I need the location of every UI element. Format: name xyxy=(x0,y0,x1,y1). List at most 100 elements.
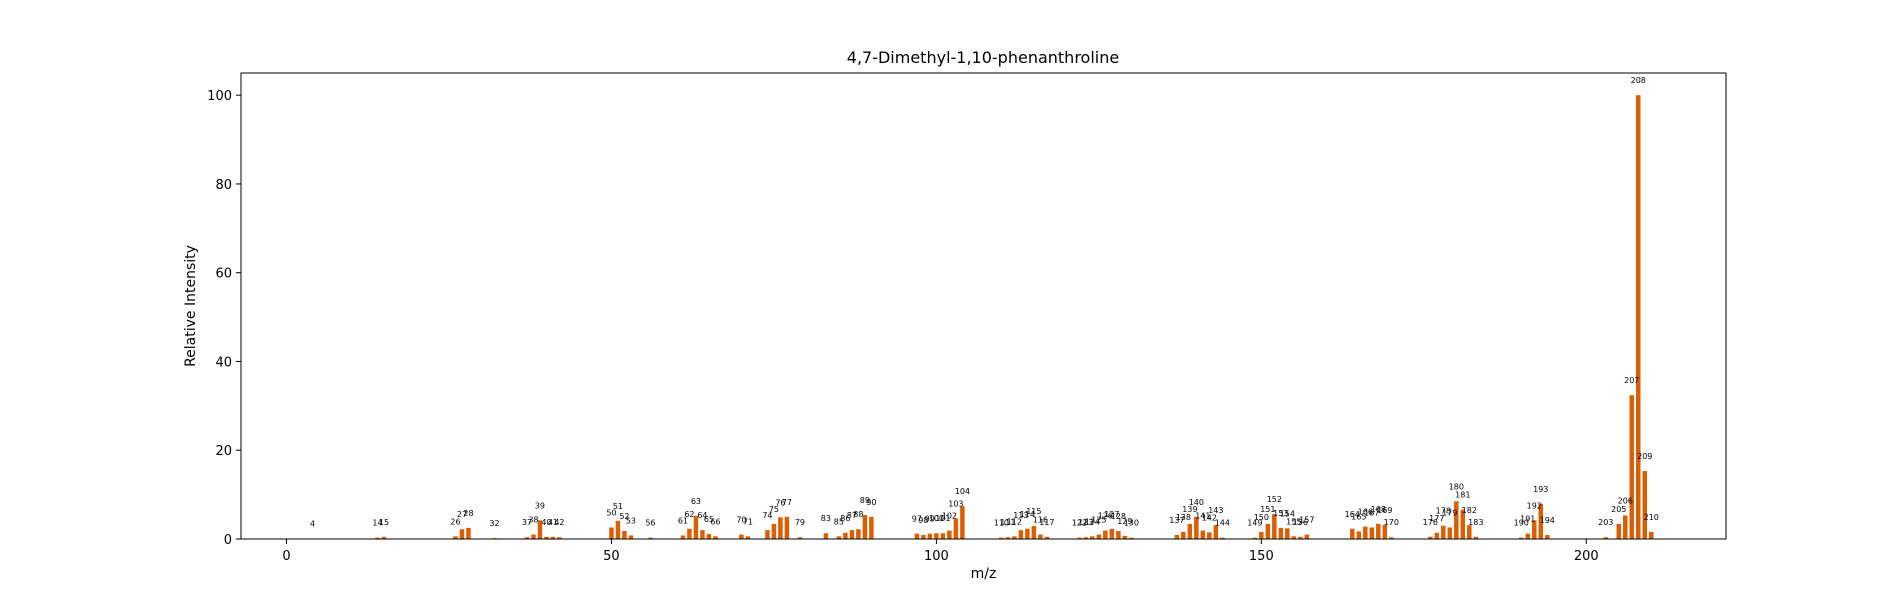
peak-label: 154 xyxy=(1280,509,1295,518)
peak-label: 190 xyxy=(1514,519,1529,528)
peak-bar xyxy=(1278,527,1284,539)
peak-bar xyxy=(706,534,712,539)
peak-label: 97 xyxy=(912,515,922,524)
peak-label: 181 xyxy=(1455,491,1470,500)
peak-bar xyxy=(453,536,458,539)
peak-bar xyxy=(1454,501,1459,539)
peak-bar xyxy=(1259,531,1264,539)
peak-label: 151 xyxy=(1260,505,1275,514)
peak-label: 111 xyxy=(1000,518,1015,527)
peak-label: 150 xyxy=(1254,513,1269,522)
peak-bar xyxy=(1181,531,1186,539)
peak-label: 178 xyxy=(1436,507,1451,516)
peak-bar xyxy=(1616,523,1622,539)
peak-label: 176 xyxy=(1423,518,1438,527)
peak-bar xyxy=(459,529,465,539)
peak-bar xyxy=(1025,528,1030,539)
peak-bar xyxy=(1207,532,1212,539)
peak-label: 169 xyxy=(1377,506,1392,515)
peak-label: 15 xyxy=(379,518,389,527)
peak-bar xyxy=(1122,535,1128,539)
bars-layer xyxy=(310,95,1654,539)
peak-label: 167 xyxy=(1364,508,1379,517)
peak-bar xyxy=(700,530,705,539)
peak-bar xyxy=(1519,537,1524,539)
peak-label: 166 xyxy=(1358,508,1373,517)
peak-label: 99 xyxy=(925,515,935,524)
peak-label: 144 xyxy=(1215,519,1230,528)
peak-bar xyxy=(940,533,946,539)
peak-label: 74 xyxy=(762,511,772,520)
peak-bar xyxy=(1642,471,1648,539)
peak-bar xyxy=(849,530,855,539)
peak-bar xyxy=(1018,530,1024,539)
peak-bar xyxy=(1467,525,1472,539)
peak-bar xyxy=(687,528,692,539)
peak-bar xyxy=(693,515,699,539)
peak-label: 100 xyxy=(929,514,944,523)
peak-label: 110 xyxy=(994,519,1009,528)
peak-label: 155 xyxy=(1286,517,1301,526)
peak-label: 79 xyxy=(795,518,805,527)
peak-bar xyxy=(1129,537,1134,539)
x-tick-label: 200 xyxy=(1574,549,1599,564)
peak-bar xyxy=(713,536,718,539)
peak-label: 113 xyxy=(1013,511,1028,520)
peak-bar xyxy=(1285,528,1290,539)
peak-bar xyxy=(1473,536,1479,539)
peak-label: 98 xyxy=(918,516,928,525)
peak-label: 203 xyxy=(1598,518,1613,527)
peak-bar xyxy=(1545,535,1550,539)
peak-bar xyxy=(1044,536,1050,539)
peak-label: 86 xyxy=(840,514,850,523)
peak-label: 143 xyxy=(1208,506,1223,515)
peak-label: 191 xyxy=(1520,515,1535,524)
peak-bar xyxy=(1356,531,1362,539)
peak-bar xyxy=(1298,536,1303,539)
peak-label: 52 xyxy=(619,512,629,521)
peak-label: 137 xyxy=(1169,516,1184,525)
peak-bar xyxy=(1434,532,1440,539)
y-tick-label: 0 xyxy=(224,533,232,548)
peak-label: 164 xyxy=(1345,510,1360,519)
peak-bar xyxy=(1031,526,1037,539)
peak-bar xyxy=(1077,537,1082,539)
peak-bar xyxy=(745,536,751,539)
y-tick-label: 80 xyxy=(215,178,232,193)
peak-bar xyxy=(862,515,868,539)
peak-label: 124 xyxy=(1085,517,1100,526)
peak-label: 180 xyxy=(1449,482,1464,491)
peak-bar xyxy=(1083,537,1089,539)
peak-label: 37 xyxy=(522,518,532,527)
peak-bar xyxy=(765,530,770,539)
peak-label: 156 xyxy=(1293,518,1308,527)
peak-label: 209 xyxy=(1637,452,1652,461)
peak-label: 115 xyxy=(1026,507,1041,516)
peak-label: 85 xyxy=(834,517,844,526)
peak-label: 75 xyxy=(769,505,779,514)
peak-bar xyxy=(1090,536,1095,539)
x-axis-label: m/z xyxy=(971,566,997,582)
peak-label: 165 xyxy=(1351,512,1366,521)
peak-bar xyxy=(1538,503,1544,539)
peak-label: 41 xyxy=(548,518,558,527)
peak-label: 116 xyxy=(1033,516,1048,525)
peak-bar xyxy=(999,537,1004,539)
x-tick-label: 50 xyxy=(603,549,620,564)
peak-bar xyxy=(843,532,848,539)
peak-label: 208 xyxy=(1631,76,1646,85)
peak-label: 87 xyxy=(847,511,857,520)
peak-label: 140 xyxy=(1189,498,1204,507)
peak-label: 125 xyxy=(1091,516,1106,525)
peak-label: 152 xyxy=(1267,495,1282,504)
peak-label: 65 xyxy=(704,515,714,524)
peak-label: 101 xyxy=(935,514,950,523)
peak-bar xyxy=(1428,536,1433,539)
peak-bar xyxy=(1363,526,1368,539)
peak-label: 157 xyxy=(1299,516,1314,525)
peak-label: 179 xyxy=(1442,508,1457,517)
peak-label: 112 xyxy=(1007,517,1022,526)
peak-bar xyxy=(869,516,874,539)
peak-bar xyxy=(947,530,952,539)
